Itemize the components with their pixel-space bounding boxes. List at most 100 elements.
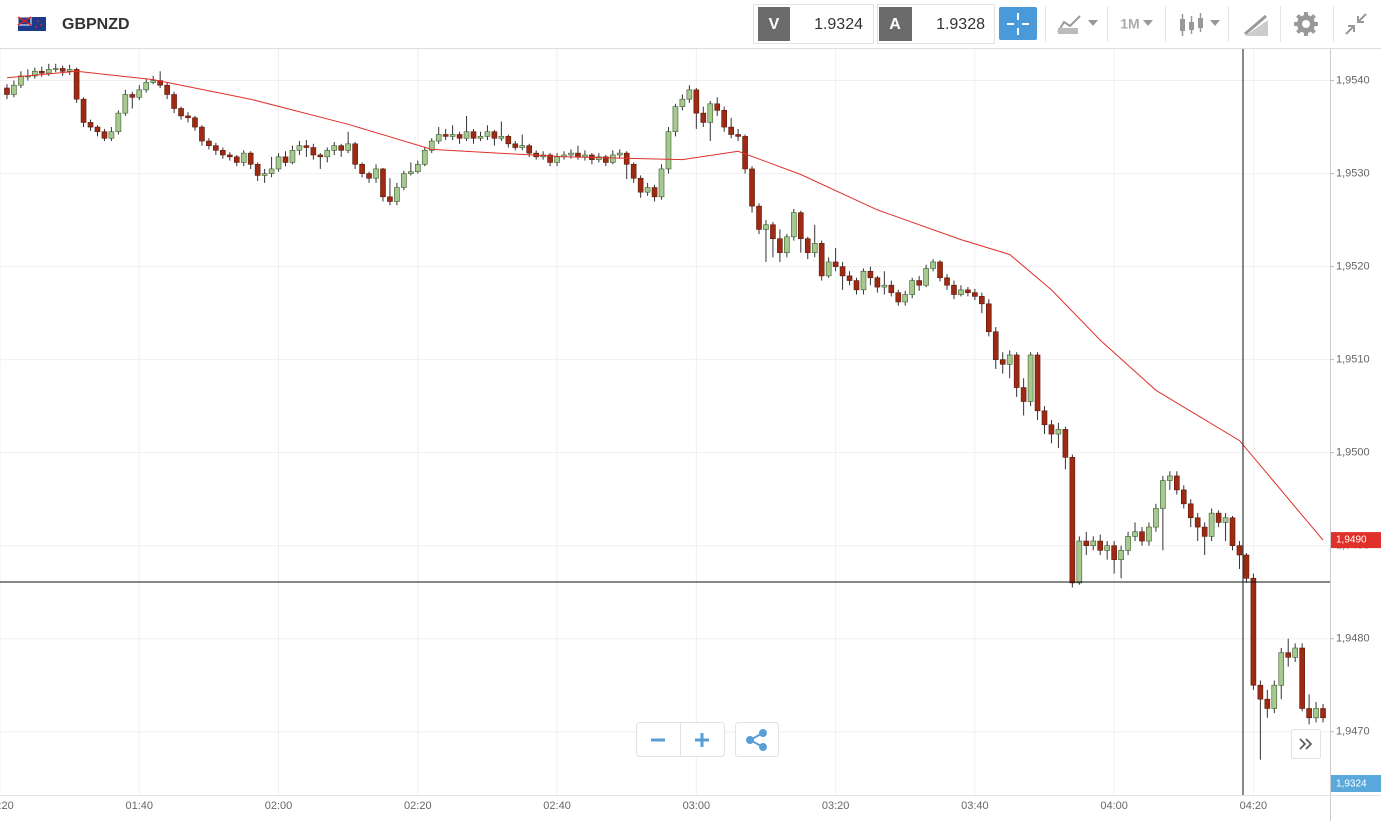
candle-body: [289, 150, 296, 163]
candle-body: [129, 94, 136, 98]
candle-body: [770, 224, 776, 240]
candle-body: [721, 110, 727, 128]
candle-body: [735, 134, 741, 137]
candle-body: [853, 280, 860, 291]
candle-body: [867, 270, 874, 279]
candle-body: [1243, 554, 1250, 579]
candle-body: [101, 131, 108, 139]
candle-body: [226, 154, 233, 158]
candle-body: [317, 154, 324, 158]
candle-body: [296, 145, 303, 151]
candle-body: [1020, 387, 1027, 402]
candle-body: [763, 224, 769, 230]
candle-body: [1006, 354, 1013, 365]
candle-body: [791, 212, 797, 238]
candle-body: [846, 275, 853, 281]
y-tick-label: 1,9530: [1336, 167, 1370, 179]
timeframe[interactable]: 1M: [1120, 16, 1139, 32]
candle-body: [707, 103, 714, 123]
candle-body: [498, 136, 505, 139]
candle-body: [944, 277, 950, 286]
buy-price: 1.9328: [936, 16, 985, 33]
candle-body: [644, 187, 651, 193]
candle-body: [1013, 354, 1020, 388]
candle-body: [568, 152, 574, 156]
candle-body: [324, 150, 331, 158]
x-tick-label: 02:00: [265, 800, 293, 812]
candle-body: [45, 69, 52, 74]
candle-body: [665, 131, 672, 170]
candle-body: [338, 145, 345, 151]
candle-body: [1222, 517, 1229, 523]
candle-body: [895, 292, 902, 303]
candle-body: [679, 98, 686, 107]
candle-body: [909, 280, 915, 295]
axes: 1,9470 1,9480 1,9490 1,9500 1,9510 1,9520 1,95…: [0, 74, 1381, 812]
candle-body: [268, 168, 275, 174]
candle-body: [637, 177, 644, 193]
candle-body: [11, 84, 17, 95]
candle-body: [965, 289, 971, 293]
candle-body: [784, 236, 790, 253]
candle-body: [916, 280, 922, 286]
candle-body: [742, 136, 748, 170]
candle-body: [860, 270, 867, 291]
candle-body: [59, 68, 66, 72]
candle-body: [261, 173, 268, 176]
candle-body: [1041, 410, 1048, 426]
candle-body: [484, 131, 491, 137]
zoom-in[interactable]: [695, 733, 709, 747]
candle-body: [247, 152, 254, 165]
candle-body: [777, 238, 783, 253]
candle-body: [1118, 550, 1124, 560]
candle-body: [310, 147, 317, 156]
candle-body: [408, 171, 414, 174]
candle-body: [1257, 684, 1264, 700]
candle-body: [512, 143, 519, 148]
candle-body: [66, 69, 73, 72]
candle-body: [547, 154, 553, 163]
candle-body: [449, 134, 456, 137]
candle-body: [240, 152, 247, 163]
candle-body: [686, 89, 693, 100]
candle-body: [1299, 647, 1305, 709]
candle-body: [714, 103, 721, 111]
candle-body: [804, 238, 811, 253]
candle-body: [1292, 647, 1298, 658]
candle-body: [171, 94, 177, 109]
candle-body: [1250, 577, 1257, 686]
crosshair-button[interactable]: [999, 7, 1037, 40]
x-tick-label: 02:20: [404, 800, 432, 812]
candle-body: [519, 145, 526, 148]
candle-body: [797, 212, 804, 240]
x-tick-label: 02:40: [543, 800, 571, 812]
y-tick-label: 1,9540: [1336, 74, 1370, 86]
candle-body: [213, 145, 219, 151]
candle-body: [470, 131, 477, 139]
ma-price-label: 1,9490: [1336, 535, 1367, 546]
plot: [4, 63, 1326, 760]
candle-body: [32, 70, 38, 77]
candle-body: [902, 294, 909, 303]
candle-body: [373, 168, 379, 179]
candle-body: [352, 143, 358, 165]
candle-body: [387, 196, 393, 202]
zoom-controls: [636, 722, 1321, 759]
price-tag: [1331, 775, 1381, 792]
x-tick-label: 03:20: [822, 800, 850, 812]
candle-body: [1187, 503, 1194, 519]
candle-body: [881, 284, 888, 288]
candle-body: [18, 75, 24, 86]
flag: [17, 16, 46, 31]
share-button[interactable]: [735, 722, 779, 757]
candle-body: [992, 331, 999, 360]
crosshair-icon: [1007, 13, 1029, 35]
candle-body: [972, 292, 978, 297]
candle-body: [345, 143, 351, 151]
candle-body: [1320, 708, 1326, 719]
candle-body: [1048, 424, 1055, 435]
x-tick-label: 03:40: [961, 800, 989, 812]
x-tick-label: 03:00: [683, 800, 711, 812]
candle-body: [136, 89, 143, 98]
candle-body: [888, 284, 895, 293]
